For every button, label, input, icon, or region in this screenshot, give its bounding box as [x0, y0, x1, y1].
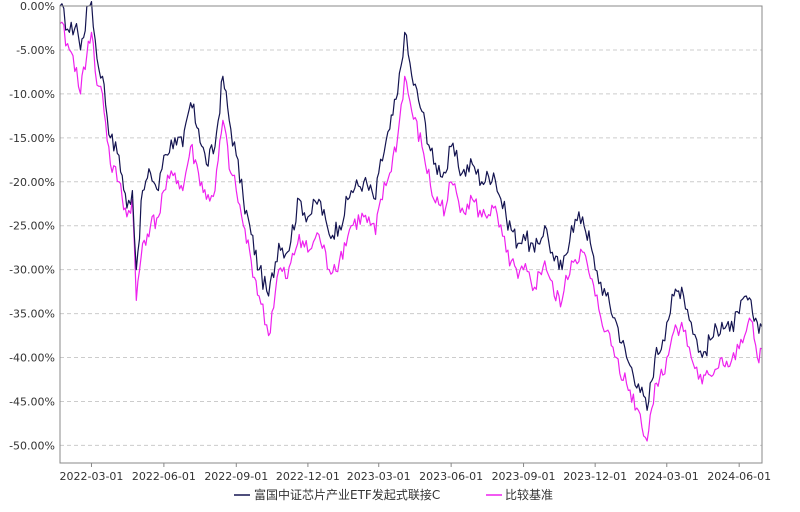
y-axis-tick-labels: 0.00% -5.00% -10.00% -15.00% -20.00% -25.00% -… — [9, 0, 55, 452]
y-tick-label: -30.00% — [9, 264, 55, 277]
x-tick-label: 2023-03-01 — [347, 470, 411, 483]
y-tick-label: -10.00% — [9, 88, 55, 101]
x-tick-label: 2023-09-01 — [492, 470, 556, 483]
y-tick-label: -40.00% — [9, 352, 55, 365]
x-tick-label: 2024-03-01 — [635, 470, 699, 483]
legend-label-benchmark: 比较基准 — [505, 487, 553, 502]
y-tick-label: -5.00% — [16, 44, 55, 57]
series-line-fund — [59, 1, 763, 411]
y-tick-label: -35.00% — [9, 308, 55, 321]
x-tick-label: 2022-03-01 — [60, 470, 124, 483]
plot-area-frame — [59, 5, 763, 464]
y-tick-label: 0.00% — [20, 0, 55, 13]
series-lines — [59, 1, 763, 442]
y-tick-label: -20.00% — [9, 176, 55, 189]
x-tick-label: 2023-06-01 — [419, 470, 483, 483]
x-tick-label: 2022-06-01 — [132, 470, 196, 483]
x-tick-label: 2023-12-01 — [563, 470, 627, 483]
x-axis-tick-labels: 2022-03-01 2022-06-01 2022-09-01 2022-12-01… — [60, 463, 771, 483]
y-tick-label: -15.00% — [9, 132, 55, 145]
y-tick-label: -45.00% — [9, 395, 55, 408]
x-tick-label: 2024-06-01 — [707, 470, 771, 483]
series-line-benchmark — [59, 21, 763, 442]
y-tick-label: -50.00% — [9, 439, 55, 452]
gridlines — [60, 5, 762, 446]
x-tick-label: 2022-09-01 — [204, 470, 268, 483]
legend: 富国中证芯片产业ETF发起式联接C 比较基准 — [234, 487, 553, 502]
legend-label-fund: 富国中证芯片产业ETF发起式联接C — [254, 487, 440, 502]
y-tick-label: -25.00% — [9, 220, 55, 233]
x-tick-label: 2022-12-01 — [276, 470, 340, 483]
